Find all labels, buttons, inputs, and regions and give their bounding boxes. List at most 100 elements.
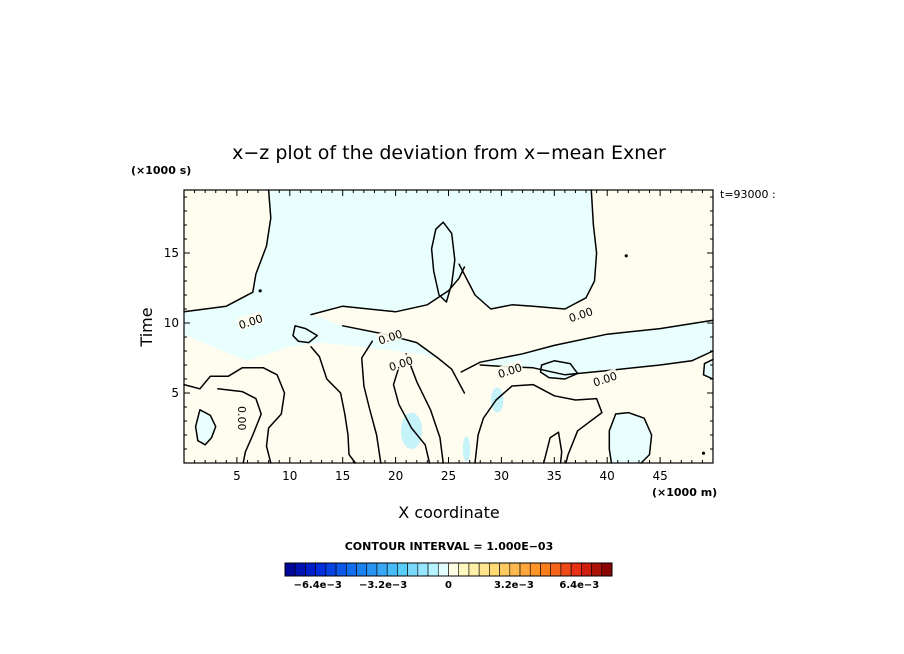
- colorbar-cell-11: [397, 562, 408, 577]
- contour-lines: [183, 189, 714, 464]
- colorbar-cell-22: [509, 562, 521, 577]
- colorbar-cell-3: [315, 562, 327, 577]
- contour-line-4: [292, 325, 319, 344]
- negative-region-7: [703, 359, 713, 379]
- negative-region-3: [609, 412, 652, 463]
- contour-dot-0: [624, 254, 628, 258]
- colorbar-cell-26: [550, 562, 562, 577]
- y-tick-label-0: 5: [171, 386, 179, 400]
- negative-region-2: [195, 409, 216, 445]
- contour-line-0: [183, 189, 272, 313]
- negative-region-5: [293, 325, 318, 343]
- y-tick-label-1: 10: [164, 316, 179, 330]
- contour-line-5: [310, 346, 357, 464]
- time-label: t=93000 :: [720, 188, 776, 201]
- colorbar-cell-29: [581, 562, 592, 577]
- x-tick-label-2: 15: [335, 469, 350, 483]
- colorbar-cell-19: [478, 562, 490, 577]
- contour-line-22: [702, 362, 714, 380]
- contour-line-11: [430, 221, 456, 303]
- contour-line-12: [458, 189, 598, 310]
- weak-patch-2: [462, 436, 471, 462]
- contour-line-18: [542, 431, 563, 464]
- contour-dot-2: [258, 289, 262, 293]
- contour-line-20: [608, 413, 617, 464]
- x-tick-label-1: 10: [282, 469, 297, 483]
- colorbar-cell-16: [448, 562, 460, 577]
- negative-region-1: [480, 320, 713, 375]
- colorbar-cell-17: [458, 562, 470, 577]
- colorbar-tick-1: −3.2e−3: [359, 580, 407, 591]
- contour-line-16: [495, 383, 603, 464]
- y-unit-label: (×1000 s): [131, 164, 191, 177]
- x-ticks: 5 10 15 20 25 30 35 40 45: [194, 190, 703, 483]
- colorbar-cell-0: [284, 562, 296, 577]
- contour-line-7: [405, 353, 444, 464]
- colorbar-cell-4: [325, 562, 337, 577]
- colorbar-cell-27: [560, 562, 572, 577]
- colorbar-cell-30: [591, 562, 603, 577]
- colorbar-tick-0: −6.4e−3: [294, 580, 342, 591]
- contour-line-2: [217, 388, 262, 464]
- negative-region-0: [184, 190, 597, 361]
- colorbar-tick-labels: −6.4e−3 −3.2e−3 0 3.2e−3 6.4e−3: [294, 580, 600, 591]
- colorbar-cell-20: [489, 562, 500, 577]
- x-tick-label-8: 45: [652, 469, 667, 483]
- contour-label-0: 0.00: [235, 406, 248, 431]
- colorbar-tick-3: 3.2e−3: [494, 580, 534, 591]
- contour-line-6: [360, 340, 382, 464]
- contour-line-1: [183, 367, 286, 464]
- x-tick-label-7: 40: [600, 469, 615, 483]
- colorbar-cell-31: [601, 562, 613, 577]
- contour-line-21: [703, 358, 714, 365]
- colorbar-cell-18: [468, 562, 480, 577]
- colorbar-cell-10: [386, 562, 398, 577]
- colorbar-cell-13: [417, 562, 429, 577]
- colorbar-cell-21: [499, 562, 511, 577]
- x-tick-label-6: 35: [547, 469, 562, 483]
- contour-line-10: [310, 266, 466, 316]
- colorbar-cell-25: [540, 562, 551, 577]
- contour-line-8: [392, 360, 431, 464]
- colorbar-cell-14: [427, 562, 439, 577]
- x-tick-label-5: 30: [494, 469, 509, 483]
- colorbar-cell-23: [519, 562, 531, 577]
- x-axis-label: X coordinate: [398, 503, 499, 522]
- negative-region-4: [431, 222, 455, 302]
- colorbar-cell-28: [570, 562, 582, 577]
- colorbar-tick-4: 6.4e−3: [559, 580, 599, 591]
- colorbar-cell-9: [376, 562, 388, 577]
- contour-dot-1: [701, 451, 706, 455]
- colorbar-cell-1: [294, 562, 306, 577]
- weak-patch-0: [400, 412, 423, 449]
- small-contour-dots: [258, 254, 706, 455]
- contour-line-15: [539, 360, 579, 380]
- colorbar-cell-7: [356, 562, 368, 577]
- x-tick-label-0: 5: [233, 469, 241, 483]
- filled-regions: [184, 190, 713, 463]
- contour-line-19: [614, 411, 653, 464]
- colorbar: [284, 562, 613, 577]
- x-unit-label: (×1000 m): [652, 486, 717, 499]
- y-axis-label: Time: [137, 307, 156, 347]
- colorbar-cell-12: [407, 562, 419, 577]
- chart-title: x−z plot of the deviation from x−mean Ex…: [232, 142, 666, 164]
- x-tick-label-4: 25: [441, 469, 456, 483]
- colorbar-cell-6: [346, 562, 357, 577]
- contour-line-13: [460, 319, 714, 373]
- contour-line-3: [194, 409, 217, 446]
- colorbar-cell-2: [305, 562, 316, 577]
- colorbar-cell-8: [366, 562, 378, 577]
- contour-line-17: [474, 399, 497, 464]
- colorbar-tick-2: 0: [445, 580, 452, 591]
- y-tick-label-2: 15: [164, 246, 179, 260]
- weak-anomaly-patches: [400, 387, 504, 462]
- contour-line-9: [341, 325, 466, 394]
- plot-area: 0.000.000.000.00 0.000.000.00 5 10 15 20 25 30…: [164, 189, 714, 483]
- colorbar-cell-24: [529, 562, 541, 577]
- colorbar-cell-5: [335, 562, 347, 577]
- colorbar-cell-15: [437, 562, 449, 577]
- x-tick-label-3: 20: [388, 469, 403, 483]
- y-ticks: 5 10 15: [164, 196, 713, 450]
